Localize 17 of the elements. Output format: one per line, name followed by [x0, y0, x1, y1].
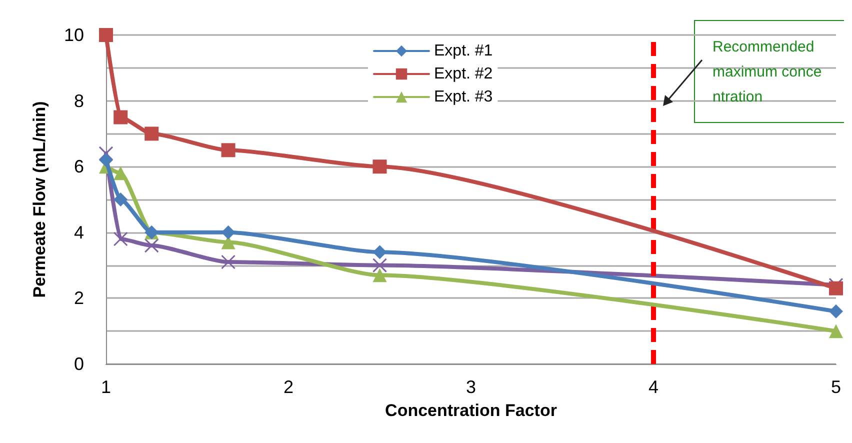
- x-tick-label: 1: [100, 377, 112, 397]
- legend-label: Expt. #2: [434, 66, 493, 82]
- x-tick-label: 3: [466, 377, 476, 397]
- y-tick-label: 0: [74, 354, 84, 374]
- x-tick-label: 4: [648, 377, 659, 397]
- y-tick-label: 6: [74, 156, 84, 177]
- y-tick-label: 10: [64, 25, 84, 45]
- annotation: Recommended maximum concentration: [712, 38, 822, 106]
- x-axis-title: Concentration Factor: [385, 401, 558, 420]
- y-tick-label: 8: [74, 90, 84, 111]
- y-tick-label: 4: [74, 222, 84, 242]
- y-tick-label: 2: [74, 288, 84, 308]
- legend-label: Expt. #3: [434, 88, 493, 106]
- x-tick-label: 2: [283, 377, 294, 397]
- y-axis-title: Permeate Flow (mL/min): [30, 101, 49, 298]
- x-tick-label: 5: [830, 377, 841, 397]
- legend-label: Expt. #1: [434, 42, 493, 60]
